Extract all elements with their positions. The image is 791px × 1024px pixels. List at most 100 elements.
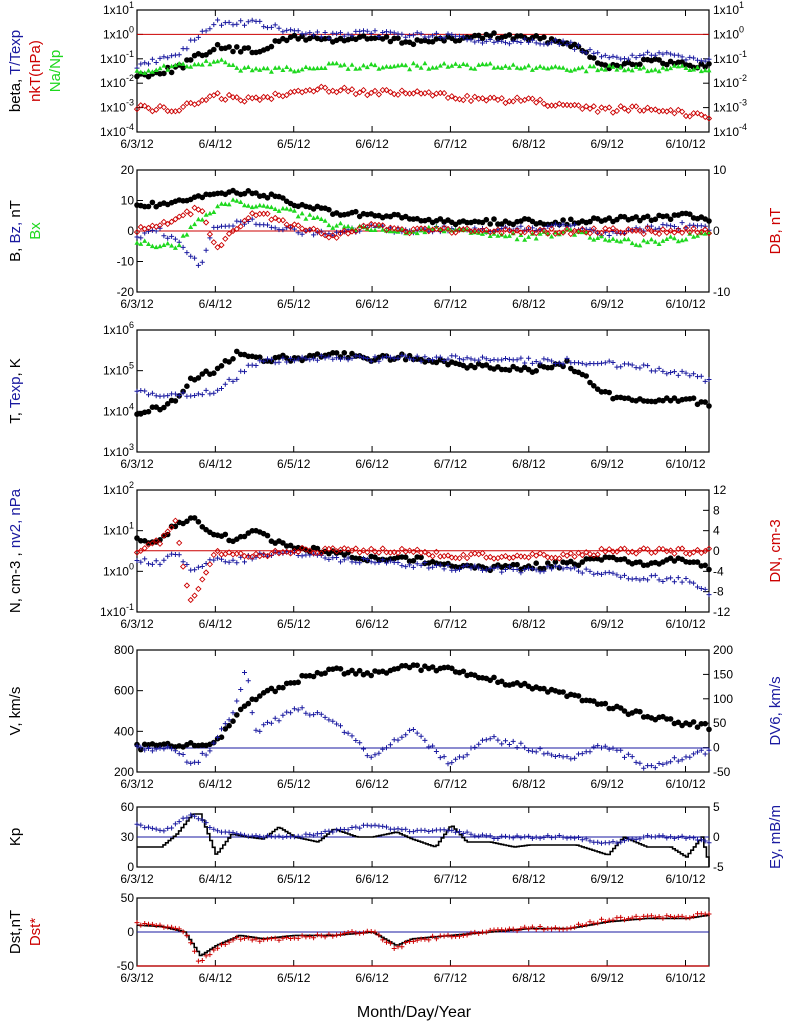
data-point	[403, 34, 409, 40]
data-point	[360, 222, 367, 229]
data-point	[219, 22, 224, 28]
data-point	[472, 563, 478, 569]
data-point	[410, 829, 416, 835]
data-point	[326, 222, 332, 228]
data-point	[414, 546, 421, 553]
x-tick-label: 6/3/12	[120, 137, 154, 151]
data-point	[226, 359, 232, 365]
y2-tick-label: 8	[713, 503, 720, 517]
data-point	[514, 567, 520, 572]
data-point	[622, 754, 627, 760]
data-point	[571, 227, 578, 235]
data-point	[237, 49, 244, 55]
left-axis-label: beta, T/Texp	[7, 30, 24, 112]
data-point	[549, 358, 555, 364]
series-beta-1	[134, 17, 712, 71]
data-point	[556, 564, 562, 570]
data-point	[706, 840, 712, 846]
data-point	[372, 822, 378, 828]
data-point	[552, 925, 558, 931]
data-point	[472, 929, 478, 935]
data-point	[169, 53, 175, 59]
data-point	[165, 744, 171, 750]
data-point	[652, 226, 658, 232]
data-point	[226, 717, 232, 723]
data-point	[483, 97, 490, 104]
x-tick-label: 6/4/12	[199, 137, 233, 151]
data-point	[280, 29, 286, 35]
data-point	[464, 932, 470, 938]
series-kp-1	[134, 812, 712, 846]
data-point	[633, 576, 639, 582]
data-point	[176, 393, 182, 398]
data-point	[226, 559, 232, 565]
data-point	[279, 217, 287, 224]
data-point	[275, 92, 283, 99]
data-point	[537, 924, 543, 929]
data-point	[495, 233, 501, 238]
data-point	[706, 377, 712, 382]
data-point	[252, 94, 260, 101]
data-point	[253, 190, 259, 196]
data-point	[606, 233, 612, 238]
data-point	[188, 812, 194, 818]
data-point	[237, 550, 244, 557]
data-point	[361, 355, 366, 361]
x-tick-label: 6/3/12	[120, 617, 154, 631]
data-point	[172, 236, 178, 242]
data-point	[694, 559, 701, 565]
data-point	[372, 227, 378, 232]
data-point	[268, 69, 274, 74]
data-point	[234, 376, 240, 382]
y-tick-label: 0	[127, 925, 134, 939]
data-point	[426, 937, 432, 943]
data-point	[702, 113, 709, 121]
data-point	[514, 39, 520, 44]
data-point	[609, 225, 617, 232]
data-point	[625, 226, 632, 233]
x-tick-label: 6/3/12	[120, 971, 154, 985]
data-point	[184, 933, 190, 939]
data-point	[334, 827, 340, 833]
data-point	[529, 748, 535, 754]
data-point	[625, 751, 631, 757]
data-point	[598, 229, 605, 236]
data-point	[257, 938, 263, 944]
data-point	[648, 236, 654, 242]
data-point	[256, 96, 263, 104]
data-point	[487, 37, 493, 42]
data-point	[149, 243, 155, 249]
data-point	[214, 547, 221, 555]
data-point	[602, 360, 608, 366]
data-point	[614, 67, 620, 72]
data-point	[572, 222, 578, 228]
data-point	[686, 228, 693, 236]
data-point	[602, 67, 608, 72]
data-point	[391, 30, 397, 36]
data-point	[172, 391, 178, 397]
y-tick-label: 600	[114, 684, 134, 698]
data-point	[641, 52, 647, 58]
data-point	[318, 230, 325, 237]
y-tick-label: 1x100	[103, 24, 134, 41]
data-point	[452, 554, 459, 562]
data-point	[506, 41, 512, 47]
data-point	[602, 237, 608, 242]
data-point	[187, 515, 194, 521]
data-point	[225, 230, 233, 237]
data-point	[318, 711, 324, 717]
y2-tick-label: -10	[713, 285, 731, 299]
data-point	[453, 567, 459, 573]
data-point	[637, 559, 643, 565]
data-point	[629, 754, 635, 760]
data-point	[156, 102, 164, 110]
data-point	[526, 227, 532, 232]
data-point	[533, 359, 539, 364]
data-point	[476, 62, 482, 67]
data-point	[145, 73, 152, 80]
data-point	[656, 68, 662, 74]
data-point	[230, 356, 236, 362]
data-point	[591, 50, 597, 56]
data-point	[338, 559, 343, 565]
data-point	[606, 358, 612, 364]
